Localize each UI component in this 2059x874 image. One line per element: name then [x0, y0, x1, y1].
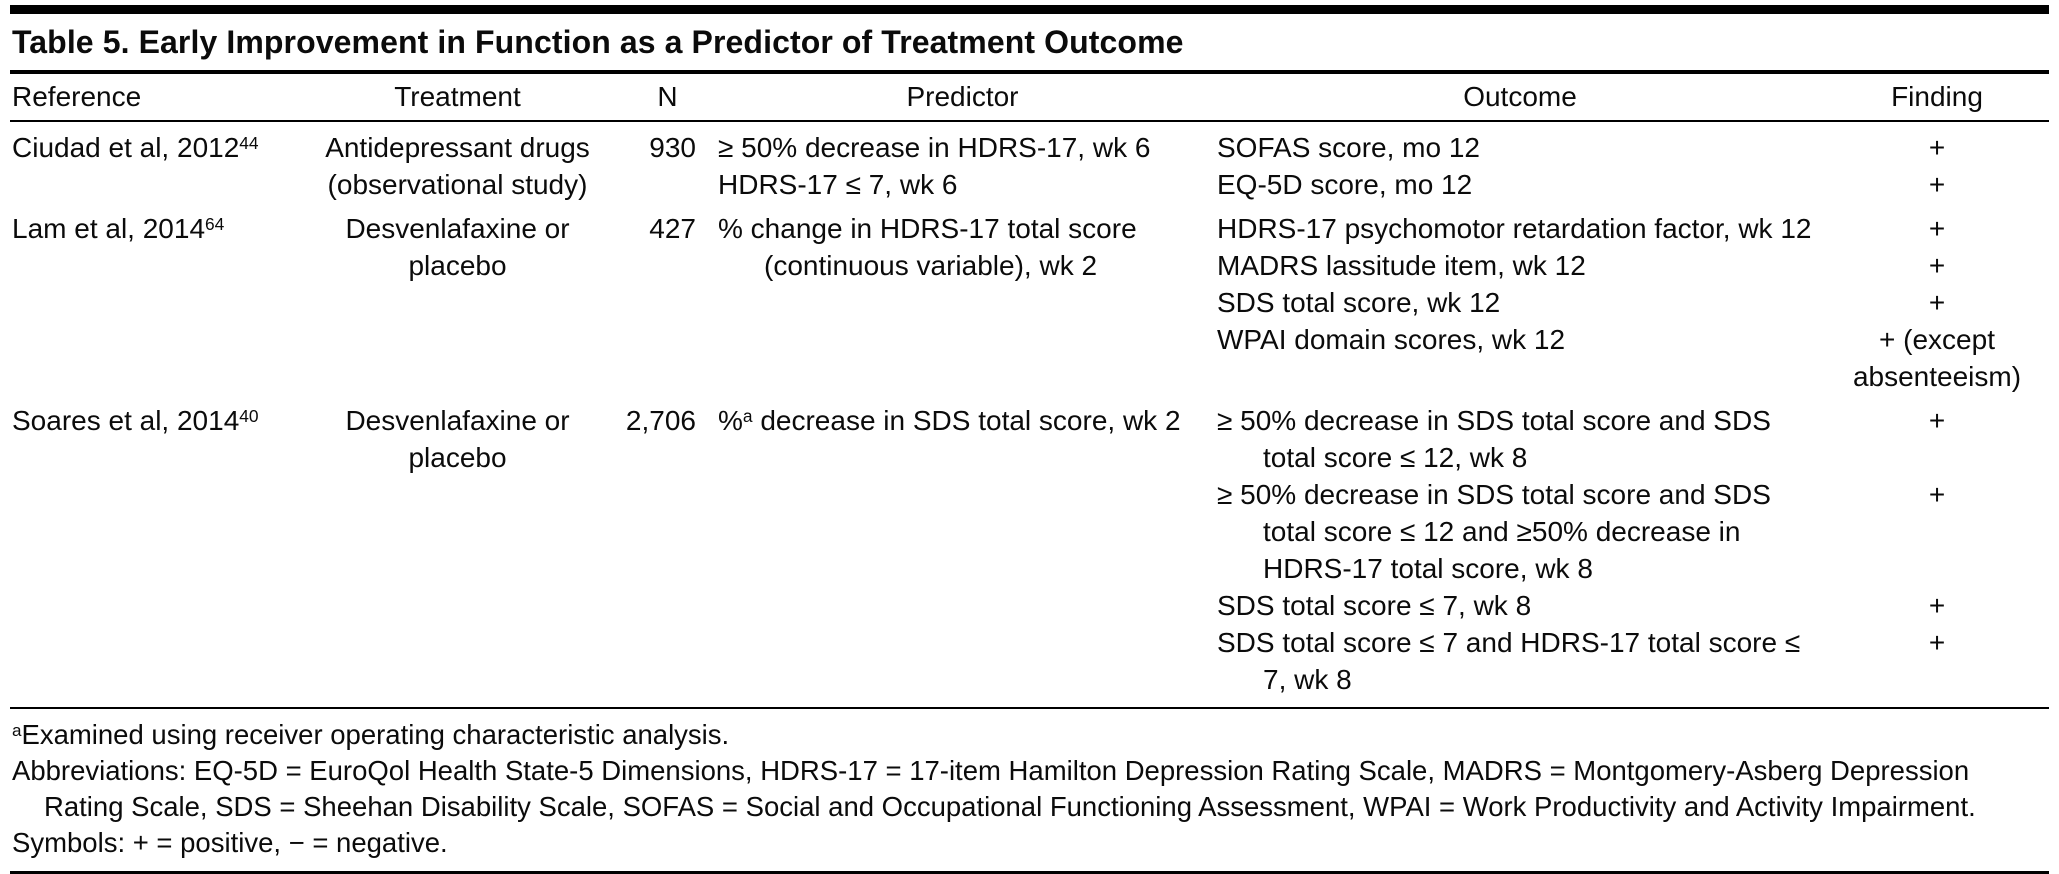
table-top-rule — [10, 5, 2049, 14]
footnote-a-text: Examined using receiver operating charac… — [21, 719, 730, 750]
outcome-finding-pair: MADRS lassitude item, wk 12 + — [1215, 247, 2049, 284]
finding-value: + — [1928, 169, 1946, 200]
n-cell: 930 — [649, 132, 696, 163]
outcome-text: HDRS-17 psychomotor retardation factor, … — [1217, 213, 1812, 244]
table-body: Ciudad et al, 201244 Antidepressant drug… — [10, 122, 2049, 698]
outcome-text: SDS total score, wk 12 — [1217, 287, 1501, 318]
footnote-a-marker: a — [12, 721, 22, 741]
reference-superscript: 44 — [239, 133, 259, 154]
finding-value: + — [1928, 479, 1946, 510]
reference-cell: Ciudad et al, 201244 — [10, 129, 290, 166]
treatment-line: Desvenlafaxine or — [345, 213, 570, 244]
outcome-finding-pair: ≥ 50% decrease in SDS total score and SD… — [1215, 402, 2049, 476]
treatment-cell: Desvenlafaxine or placebo — [290, 402, 625, 476]
outcome-finding-pair: WPAI domain scores, wk 12 + (except abse… — [1215, 321, 2049, 395]
reference-cell: Soares et al, 201440 — [10, 402, 290, 439]
finding-value: + — [1928, 405, 1946, 436]
n-cell: 2,706 — [625, 405, 696, 436]
outcome-text: MADRS lassitude item, wk 12 — [1217, 250, 1586, 281]
predictor-line: HDRS-17 ≤ 7, wk 6 — [718, 166, 1205, 203]
predictor-text: % — [718, 405, 743, 436]
predictor-cell: ≥ 50% decrease in HDRS-17, wk 6 HDRS-17 … — [710, 129, 1215, 203]
table-row: Ciudad et al, 201244 Antidepressant drug… — [10, 129, 2049, 203]
outcome-text: WPAI domain scores, wk 12 — [1217, 324, 1566, 355]
reference-superscript: 64 — [205, 214, 225, 235]
treatment-cell: Antidepressant drugs (observational stud… — [290, 129, 625, 203]
finding-value: + — [1928, 250, 1946, 281]
outcome-finding-group: SOFAS score, mo 12 + EQ-5D score, mo 12 … — [1215, 129, 2049, 203]
predictor-line: % change in HDRS-17 total score — [718, 210, 1205, 247]
outcome-finding-pair: EQ-5D score, mo 12 + — [1215, 166, 2049, 203]
n-cell: 427 — [649, 213, 696, 244]
footnotes-section: aExamined using receiver operating chara… — [10, 709, 2049, 871]
header-divider-rule — [10, 120, 2049, 122]
column-header-n: N — [657, 81, 678, 112]
predictor-cell: %a decrease in SDS total score, wk 2 — [710, 402, 1215, 439]
predictor-text: HDRS-17 ≤ 7, wk 6 — [718, 169, 958, 200]
reference-text: Lam et al, 2014 — [12, 213, 206, 244]
treatment-cell: Desvenlafaxine or placebo — [290, 210, 625, 284]
predictor-cell: % change in HDRS-17 total score (continu… — [710, 210, 1215, 284]
predictor-line: (continuous variable), wk 2 — [718, 247, 1205, 284]
finding-value: + — [1928, 287, 1946, 318]
column-header-outcome: Outcome — [1463, 81, 1577, 112]
treatment-line: Antidepressant drugs — [325, 132, 590, 163]
outcome-text: SOFAS score, mo 12 — [1217, 132, 1480, 163]
column-header-predictor: Predictor — [906, 81, 1019, 112]
finding-value: + — [1928, 627, 1946, 658]
predictor-text: decrease in SDS total score, wk 2 — [752, 405, 1181, 436]
footnote-abbreviations: Abbreviations: EQ-5D = EuroQol Health St… — [12, 755, 1976, 822]
table-title: Table 5. Early Improvement in Function a… — [12, 24, 1184, 60]
outcome-finding-pair: SDS total score ≤ 7, wk 8 + — [1215, 587, 2049, 624]
outcome-finding-group: ≥ 50% decrease in SDS total score and SD… — [1215, 402, 2049, 698]
table-header-row: Reference Treatment N Predictor Outcome … — [10, 74, 2049, 120]
outcome-finding-pair: SOFAS score, mo 12 + — [1215, 129, 2049, 166]
table-row: Lam et al, 201464 Desvenlafaxine or plac… — [10, 210, 2049, 395]
column-header-reference: Reference — [12, 81, 142, 112]
outcome-text: SDS total score ≤ 7 and HDRS-17 total sc… — [1217, 627, 1801, 695]
title-divider-rule — [10, 70, 2049, 74]
footnote-symbols: Symbols: + = positive, − = negative. — [12, 827, 448, 858]
outcome-finding-pair: ≥ 50% decrease in SDS total score and SD… — [1215, 476, 2049, 587]
finding-value: + — [1928, 132, 1946, 163]
outcome-text: EQ-5D score, mo 12 — [1217, 169, 1473, 200]
reference-cell: Lam et al, 201464 — [10, 210, 290, 247]
reference-superscript: 40 — [239, 406, 259, 427]
table-bottom-rule — [10, 871, 2049, 874]
column-header-finding: Finding — [1891, 81, 1983, 112]
reference-text: Ciudad et al, 2012 — [12, 132, 240, 163]
reference-text: Soares et al, 2014 — [12, 405, 240, 436]
predictor-line: %a decrease in SDS total score, wk 2 — [718, 402, 1205, 439]
footnotes-divider-rule — [10, 707, 2049, 709]
outcome-text: ≥ 50% decrease in SDS total score and SD… — [1217, 479, 1771, 584]
finding-value: + — [1928, 213, 1946, 244]
finding-value: + (except absenteeism) — [1852, 324, 2022, 392]
predictor-text: (continuous variable), wk 2 — [764, 250, 1098, 281]
predictor-text: % change in HDRS-17 total score — [718, 213, 1137, 244]
table-row: Soares et al, 201440 Desvenlafaxine or p… — [10, 402, 2049, 698]
outcome-finding-group: HDRS-17 psychomotor retardation factor, … — [1215, 210, 2049, 395]
footnote-a: aExamined using receiver operating chara… — [12, 717, 2047, 753]
treatment-line: (observational study) — [327, 169, 588, 200]
outcome-text: SDS total score ≤ 7, wk 8 — [1217, 590, 1532, 621]
treatment-line: placebo — [408, 250, 507, 281]
predictor-superscript: a — [742, 406, 753, 427]
outcome-finding-pair: HDRS-17 psychomotor retardation factor, … — [1215, 210, 2049, 247]
outcome-finding-pair: SDS total score, wk 12 + — [1215, 284, 2049, 321]
finding-value: + — [1928, 590, 1946, 621]
outcome-finding-pair: SDS total score ≤ 7 and HDRS-17 total sc… — [1215, 624, 2049, 698]
column-header-treatment: Treatment — [394, 81, 521, 112]
outcome-text: ≥ 50% decrease in SDS total score and SD… — [1217, 405, 1771, 473]
treatment-line: Desvenlafaxine or — [345, 405, 570, 436]
predictor-line: ≥ 50% decrease in HDRS-17, wk 6 — [718, 129, 1205, 166]
treatment-line: placebo — [408, 442, 507, 473]
predictor-text: ≥ 50% decrease in HDRS-17, wk 6 — [718, 132, 1151, 163]
